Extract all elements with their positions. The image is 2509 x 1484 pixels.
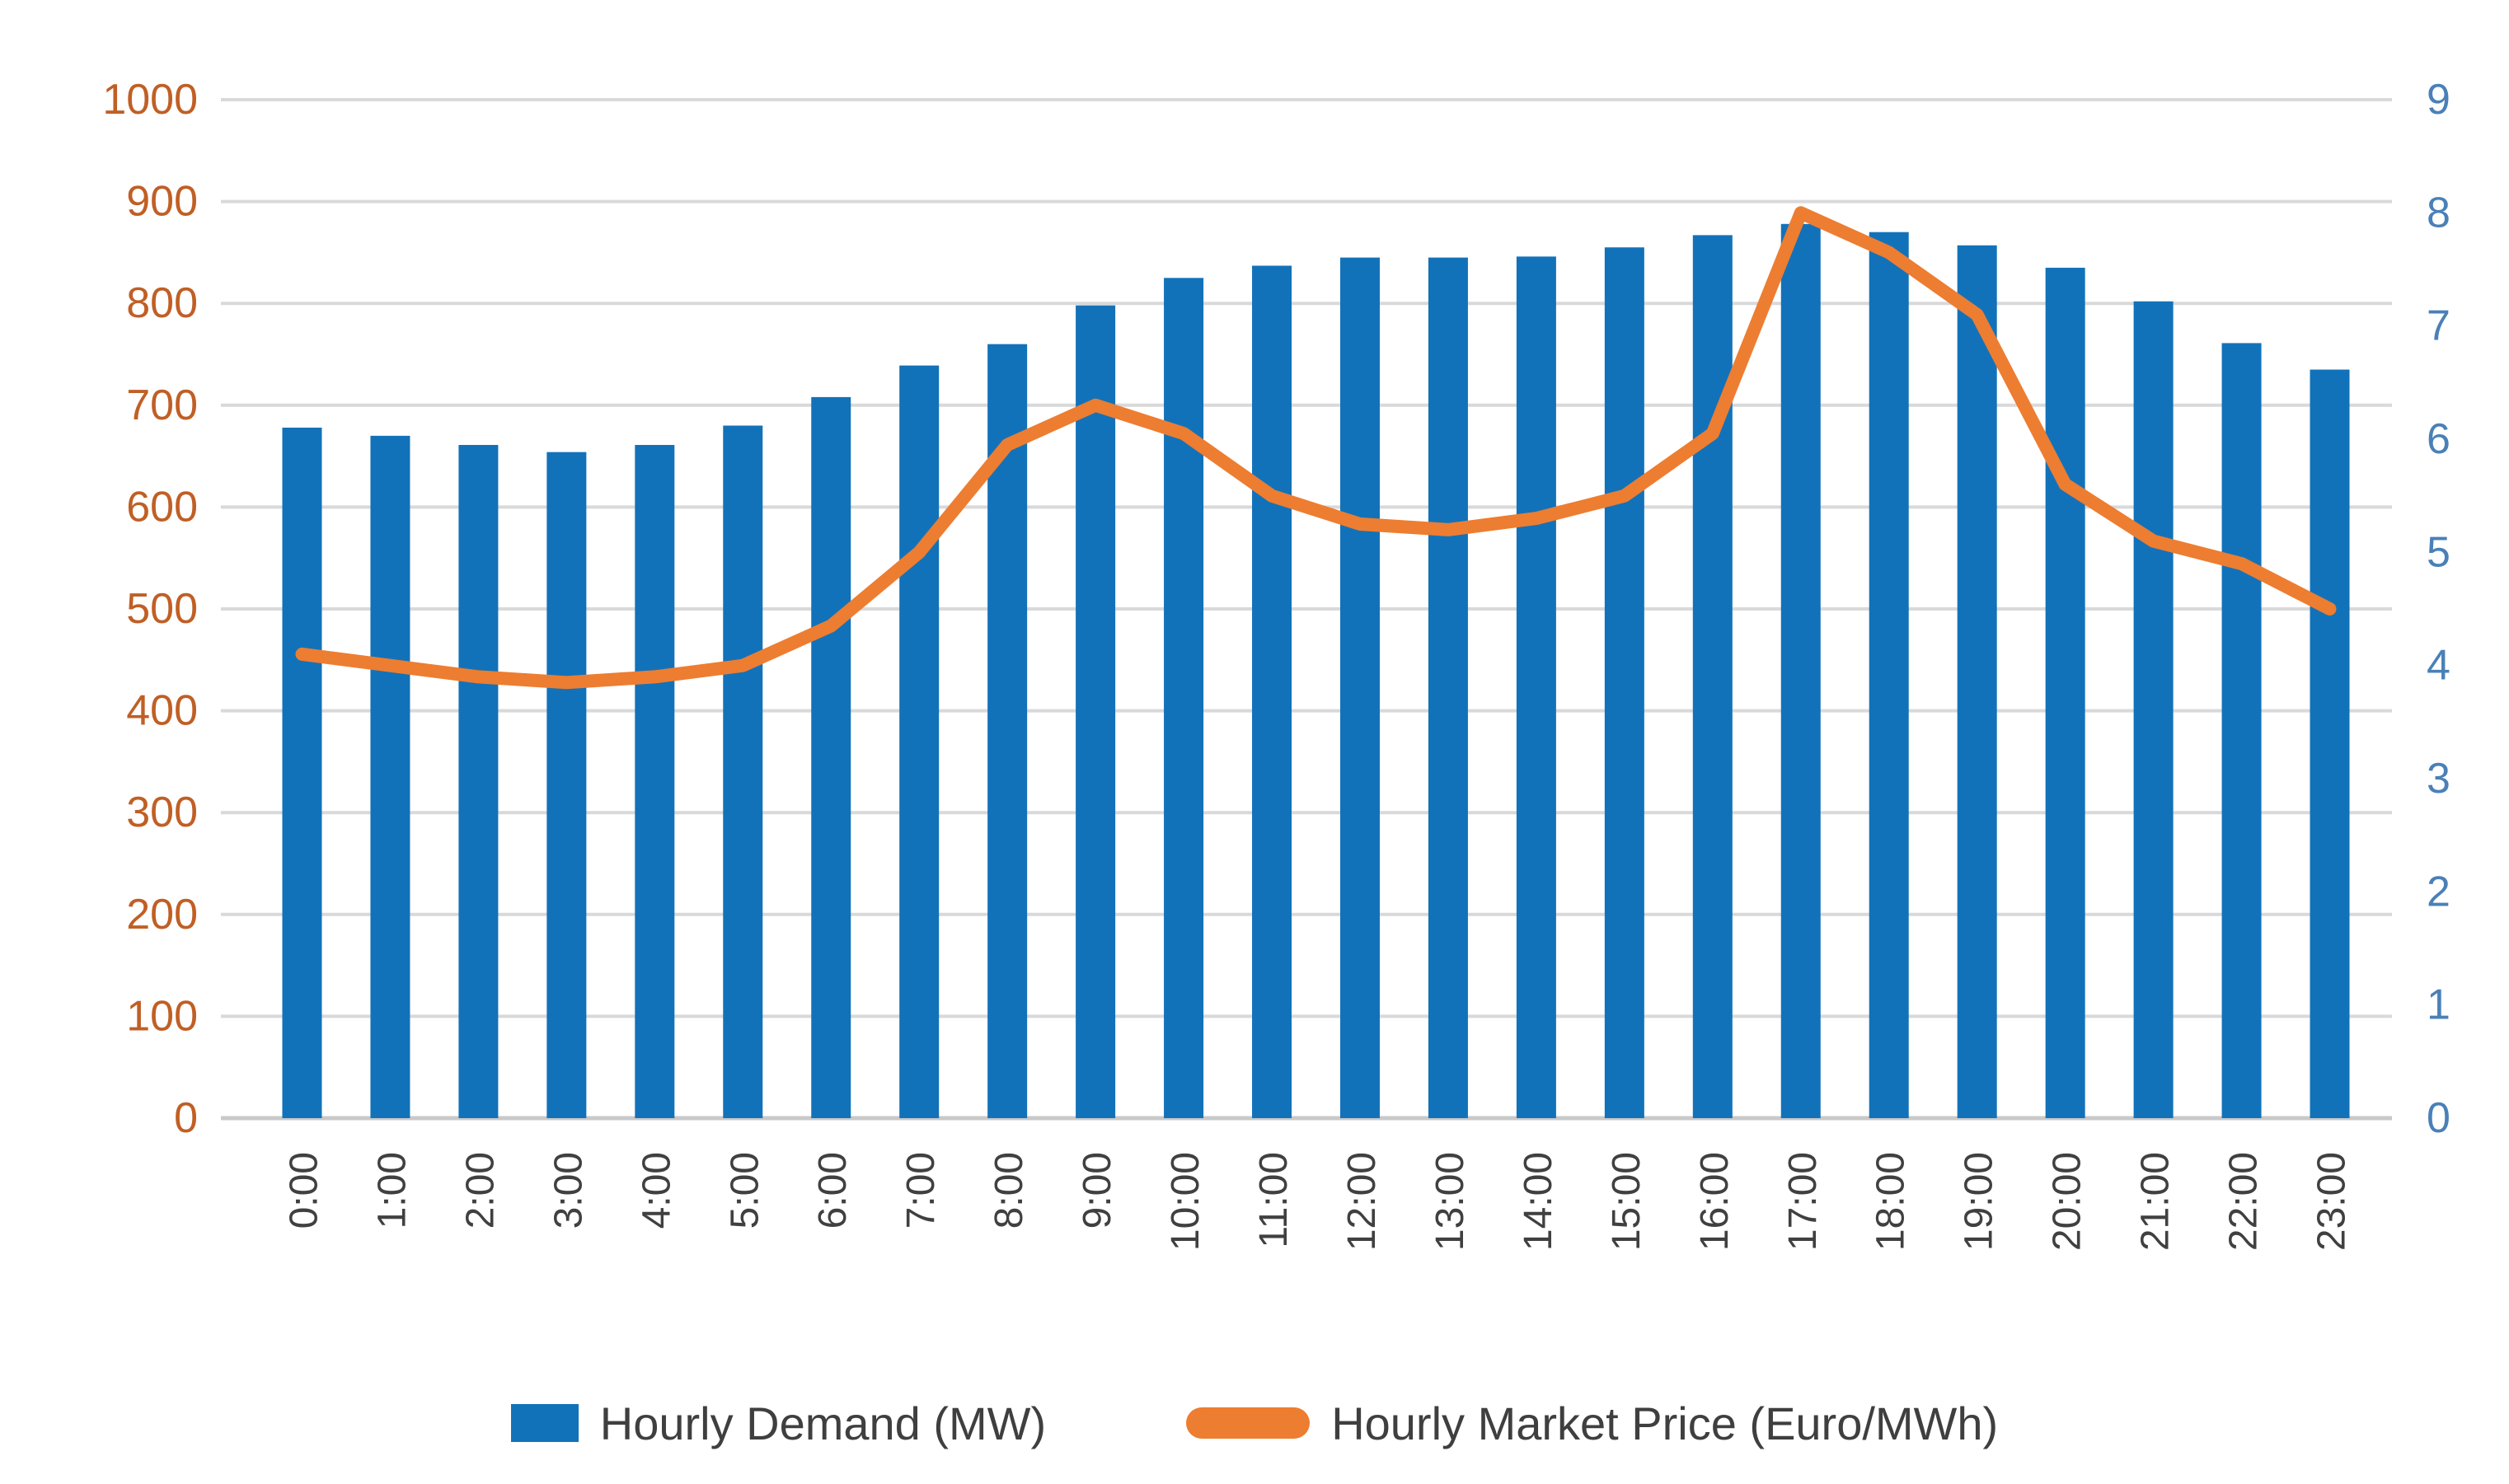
- demand-bar-17:00: [1780, 223, 1821, 1118]
- demand-bar-9:00: [1076, 305, 1116, 1118]
- demand-bar-22:00: [2221, 343, 2262, 1118]
- x-axis-label-13:00: 13:00: [1428, 1152, 1472, 1251]
- right-axis-tick-6: 6: [2427, 415, 2450, 463]
- x-axis-label-22:00: 22:00: [2222, 1152, 2266, 1251]
- demand-bar-7:00: [899, 365, 940, 1118]
- x-axis-label-20:00: 20:00: [2046, 1152, 2089, 1251]
- right-axis-tick-9: 9: [2427, 76, 2450, 124]
- right-axis-tick-4: 4: [2427, 642, 2450, 690]
- right-axis-tick-7: 7: [2427, 302, 2450, 350]
- x-axis-label-5:00: 5:00: [723, 1152, 767, 1229]
- legend-demand-label: Hourly Demand (MW): [599, 1397, 1047, 1449]
- left-axis-tick-500: 500: [126, 585, 198, 633]
- x-axis-label-14:00: 14:00: [1517, 1152, 1560, 1251]
- right-axis-tick-1: 1: [2427, 981, 2450, 1029]
- demand-bar-5:00: [723, 425, 763, 1118]
- x-axis-label-15:00: 15:00: [1605, 1152, 1648, 1251]
- left-axis-tick-400: 400: [126, 687, 198, 735]
- x-axis-label-21:00: 21:00: [2134, 1152, 2178, 1251]
- left-axis-tick-0: 0: [174, 1094, 198, 1142]
- demand-bar-6:00: [811, 396, 851, 1118]
- x-axis-label-19:00: 19:00: [1958, 1152, 2001, 1251]
- right-axis-tick-5: 5: [2427, 528, 2450, 576]
- x-axis-label-1:00: 1:00: [370, 1152, 414, 1229]
- price-line-swatch: [1186, 1407, 1311, 1439]
- legend-item-demand: Hourly Demand (MW): [510, 1397, 1047, 1450]
- demand-bar-16:00: [1692, 235, 1733, 1119]
- demand-bar-11:00: [1252, 265, 1292, 1118]
- legend-item-price: Hourly Market Price (Euro/MWh): [1186, 1397, 1998, 1450]
- x-axis-label-12:00: 12:00: [1340, 1152, 1384, 1251]
- demand-bar-19:00: [1957, 245, 1997, 1118]
- x-axis-label-11:00: 11:00: [1252, 1152, 1296, 1248]
- demand-bar-14:00: [1516, 256, 1556, 1118]
- demand-bar-10:00: [1164, 278, 1204, 1118]
- x-axis-label-18:00: 18:00: [1869, 1152, 1913, 1251]
- x-axis-label-7:00: 7:00: [899, 1152, 943, 1229]
- left-axis-tick-100: 100: [126, 992, 198, 1040]
- left-axis-tick-800: 800: [126, 279, 198, 327]
- right-axis-tick-8: 8: [2427, 189, 2450, 236]
- demand-bar-0:00: [282, 427, 322, 1118]
- x-axis-label-10:00: 10:00: [1164, 1152, 1208, 1251]
- x-axis-label-23:00: 23:00: [2310, 1152, 2354, 1251]
- x-axis-label-16:00: 16:00: [1693, 1152, 1737, 1251]
- demand-bar-20:00: [2045, 267, 2085, 1119]
- demand-bar-2:00: [458, 445, 499, 1118]
- left-axis-tick-700: 700: [126, 382, 198, 429]
- right-axis-tick-0: 0: [2427, 1094, 2450, 1142]
- left-axis-tick-900: 900: [126, 178, 198, 226]
- x-axis-label-0:00: 0:00: [282, 1152, 326, 1229]
- demand-bar-8:00: [987, 344, 1028, 1118]
- chart-legend: Hourly Demand (MW) Hourly Market Price (…: [0, 1378, 2509, 1468]
- x-axis-label-9:00: 9:00: [1076, 1152, 1119, 1229]
- x-axis-label-6:00: 6:00: [811, 1152, 855, 1229]
- right-axis-tick-2: 2: [2427, 868, 2450, 915]
- legend-price-label: Hourly Market Price (Euro/MWh): [1331, 1397, 1999, 1449]
- demand-bar-13:00: [1428, 257, 1468, 1119]
- demand-bar-23:00: [2310, 369, 2350, 1118]
- x-axis-label-2:00: 2:00: [458, 1152, 502, 1229]
- demand-bar-18:00: [1869, 232, 1909, 1119]
- demand-bar-4:00: [635, 445, 675, 1118]
- demand-bar-swatch: [510, 1404, 579, 1442]
- demand-bar-12:00: [1339, 257, 1380, 1119]
- left-axis-tick-600: 600: [126, 483, 198, 531]
- demand-bar-3:00: [546, 452, 587, 1118]
- left-axis-tick-1000: 1000: [102, 76, 198, 124]
- demand-bar-15:00: [1604, 247, 1644, 1119]
- x-axis-label-4:00: 4:00: [635, 1152, 678, 1229]
- x-axis-label-17:00: 17:00: [1781, 1152, 1825, 1251]
- left-axis-tick-300: 300: [126, 789, 198, 836]
- right-axis-tick-3: 3: [2427, 755, 2450, 803]
- left-axis-tick-200: 200: [126, 891, 198, 939]
- x-axis-label-3:00: 3:00: [546, 1152, 590, 1229]
- x-axis-label-8:00: 8:00: [987, 1152, 1031, 1229]
- price-line: [295, 206, 2337, 690]
- demand-bar-21:00: [2133, 301, 2174, 1118]
- demand-bar-1:00: [370, 435, 410, 1118]
